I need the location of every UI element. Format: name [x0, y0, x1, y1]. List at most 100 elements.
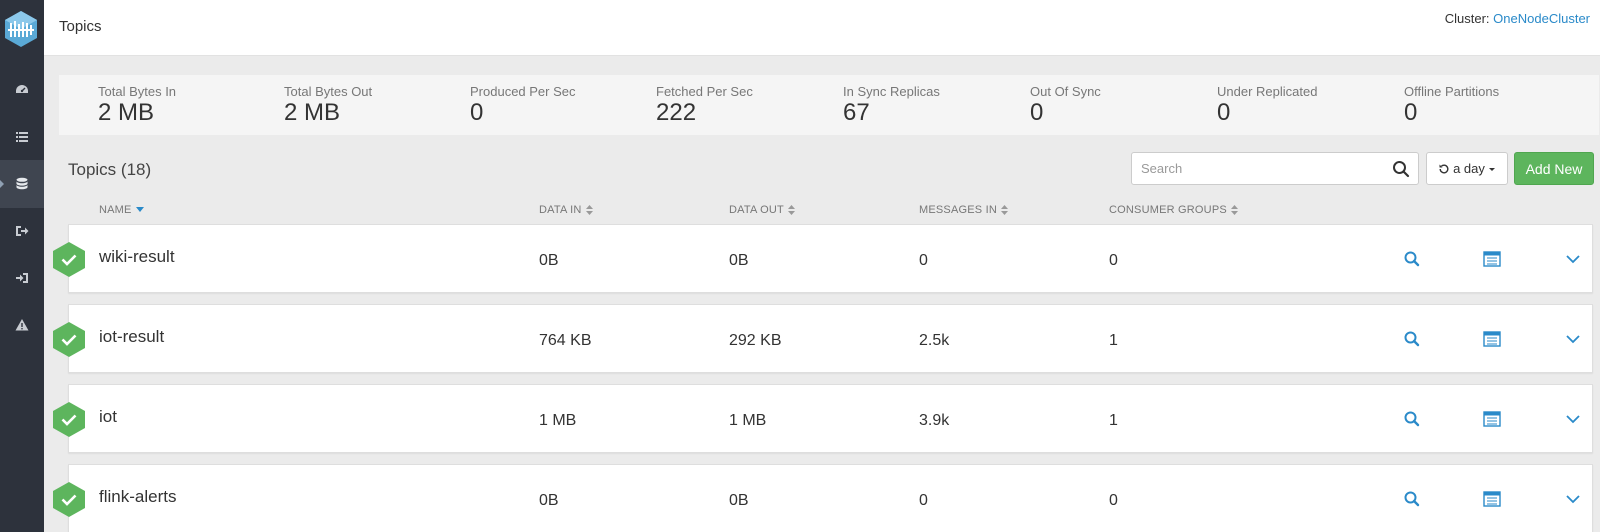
- metric-value: 0: [1404, 99, 1418, 126]
- search-box: [1131, 152, 1419, 185]
- data-in-value: 0B: [539, 252, 559, 269]
- sort-icon: [1230, 205, 1238, 215]
- cluster-info: Cluster: OneNodeCluster: [1445, 11, 1590, 26]
- column-header-label: MESSAGES IN: [919, 204, 997, 216]
- sort-icon: [1001, 205, 1008, 215]
- consumer-groups-value: 0: [1109, 492, 1118, 509]
- table-view-icon[interactable]: [1483, 250, 1501, 268]
- search-input[interactable]: [1132, 153, 1372, 184]
- column-header-label: DATA IN: [539, 204, 582, 216]
- metric-label: Fetched Per Sec: [656, 84, 753, 99]
- metric-produced-per-sec: Produced Per Sec 0: [470, 84, 576, 125]
- column-header-label: NAME: [99, 204, 132, 216]
- add-new-button[interactable]: Add New: [1514, 152, 1594, 185]
- metric-label: Out Of Sync: [1030, 84, 1101, 99]
- page-title: Topics: [59, 18, 102, 35]
- page-header: Topics Cluster: OneNodeCluster: [44, 0, 1600, 56]
- metric-label: In Sync Replicas: [843, 84, 940, 99]
- time-range-label: a day: [1453, 161, 1485, 176]
- cluster-label: Cluster:: [1444, 11, 1490, 26]
- table-row[interactable]: wiki-result 0B 0B 0 0: [53, 224, 1593, 293]
- table-view-icon[interactable]: [1483, 330, 1501, 348]
- messages-in-value: 0: [919, 492, 928, 509]
- list-icon: [16, 132, 28, 142]
- data-out-value: 1 MB: [729, 412, 767, 429]
- metric-under-replicated: Under Replicated 0: [1217, 84, 1317, 125]
- app-logo[interactable]: [4, 10, 38, 48]
- chevron-down-icon[interactable]: [1564, 250, 1582, 268]
- data-out-value: 0B: [729, 492, 749, 509]
- sidebar-item-topics[interactable]: [0, 160, 44, 208]
- dashboard-icon: [16, 85, 28, 93]
- column-header-consumer-groups[interactable]: CONSUMER GROUPS: [1109, 204, 1238, 216]
- sign-out-icon: [16, 226, 29, 236]
- metric-label: Total Bytes In: [98, 84, 177, 99]
- caret-down-icon: [1488, 167, 1495, 171]
- data-in-value: 764 KB: [539, 332, 592, 349]
- metric-value: 0: [1030, 99, 1044, 126]
- topic-name[interactable]: iot-result: [99, 327, 165, 346]
- metric-total-bytes-out: Total Bytes Out 2 MB: [284, 84, 372, 125]
- metric-value: 0: [470, 99, 484, 126]
- metric-label: Produced Per Sec: [470, 84, 576, 99]
- consumer-groups-value: 1: [1109, 412, 1118, 429]
- column-header-data-in[interactable]: DATA IN: [539, 204, 593, 216]
- table-row[interactable]: iot 1 MB 1 MB 3.9k 1: [53, 384, 1593, 453]
- sort-icon: [585, 205, 593, 215]
- metric-label: Total Bytes Out: [284, 84, 373, 99]
- metric-total-bytes-in: Total Bytes In 2 MB: [98, 84, 176, 125]
- sort-desc-icon: [135, 207, 144, 212]
- metric-out-of-sync: Out Of Sync 0: [1030, 84, 1101, 125]
- table-row[interactable]: flink-alerts 0B 0B 0 0: [53, 464, 1593, 532]
- table-view-icon[interactable]: [1483, 490, 1501, 508]
- time-range-dropdown[interactable]: a day: [1426, 152, 1508, 185]
- messages-in-value: 3.9k: [919, 412, 950, 429]
- column-header-messages-in[interactable]: MESSAGES IN: [919, 204, 1008, 216]
- chevron-down-icon[interactable]: [1564, 330, 1582, 348]
- metric-value: 2 MB: [98, 99, 155, 126]
- data-in-value: 1 MB: [539, 412, 577, 429]
- status-ok-icon: [53, 242, 85, 277]
- refresh-icon: [1439, 163, 1449, 173]
- search-icon[interactable]: [1403, 410, 1421, 428]
- sidebar-item-consumers[interactable]: [0, 254, 44, 302]
- data-in-value: 0B: [539, 492, 559, 509]
- topics-count-title: Topics (18): [68, 160, 152, 179]
- chevron-down-icon[interactable]: [1564, 410, 1582, 428]
- table-row[interactable]: iot-result 764 KB 292 KB 2.5k 1: [53, 304, 1593, 373]
- warning-icon: [15, 319, 29, 331]
- sign-in-icon: [16, 273, 28, 283]
- sidebar-item-alerts[interactable]: [0, 301, 44, 349]
- messages-in-value: 0: [919, 252, 928, 269]
- column-header-name[interactable]: NAME: [99, 204, 144, 216]
- metric-in-sync-replicas: In Sync Replicas 67: [843, 84, 940, 125]
- table-view-icon[interactable]: [1483, 410, 1501, 428]
- sidebar: [0, 0, 44, 532]
- search-icon[interactable]: [1403, 250, 1421, 268]
- search-icon[interactable]: [1403, 330, 1421, 348]
- metrics-bar: Total Bytes In 2 MB Total Bytes Out 2 MB…: [59, 75, 1599, 135]
- sidebar-item-dashboard[interactable]: [0, 66, 44, 114]
- metric-fetched-per-sec: Fetched Per Sec 222: [656, 84, 753, 125]
- data-out-value: 292 KB: [729, 332, 782, 349]
- status-ok-icon: [53, 402, 85, 437]
- metric-value: 0: [1217, 99, 1231, 126]
- sidebar-item-producers[interactable]: [0, 207, 44, 255]
- metric-label: Under Replicated: [1217, 84, 1318, 99]
- topic-name[interactable]: flink-alerts: [99, 487, 177, 506]
- cluster-link[interactable]: OneNodeCluster: [1493, 11, 1590, 26]
- topic-name[interactable]: iot: [99, 407, 117, 426]
- topic-name[interactable]: wiki-result: [99, 247, 175, 266]
- chevron-down-icon[interactable]: [1564, 490, 1582, 508]
- database-icon: [16, 177, 28, 190]
- column-header-label: DATA OUT: [729, 204, 784, 216]
- search-icon[interactable]: [1403, 490, 1421, 508]
- sort-icon: [787, 205, 795, 215]
- search-icon[interactable]: [1392, 160, 1410, 178]
- data-out-value: 0B: [729, 252, 749, 269]
- sidebar-item-list[interactable]: [0, 113, 44, 161]
- messages-in-value: 2.5k: [919, 332, 950, 349]
- metric-label: Offline Partitions: [1404, 84, 1500, 99]
- consumer-groups-value: 0: [1109, 252, 1118, 269]
- column-header-data-out[interactable]: DATA OUT: [729, 204, 795, 216]
